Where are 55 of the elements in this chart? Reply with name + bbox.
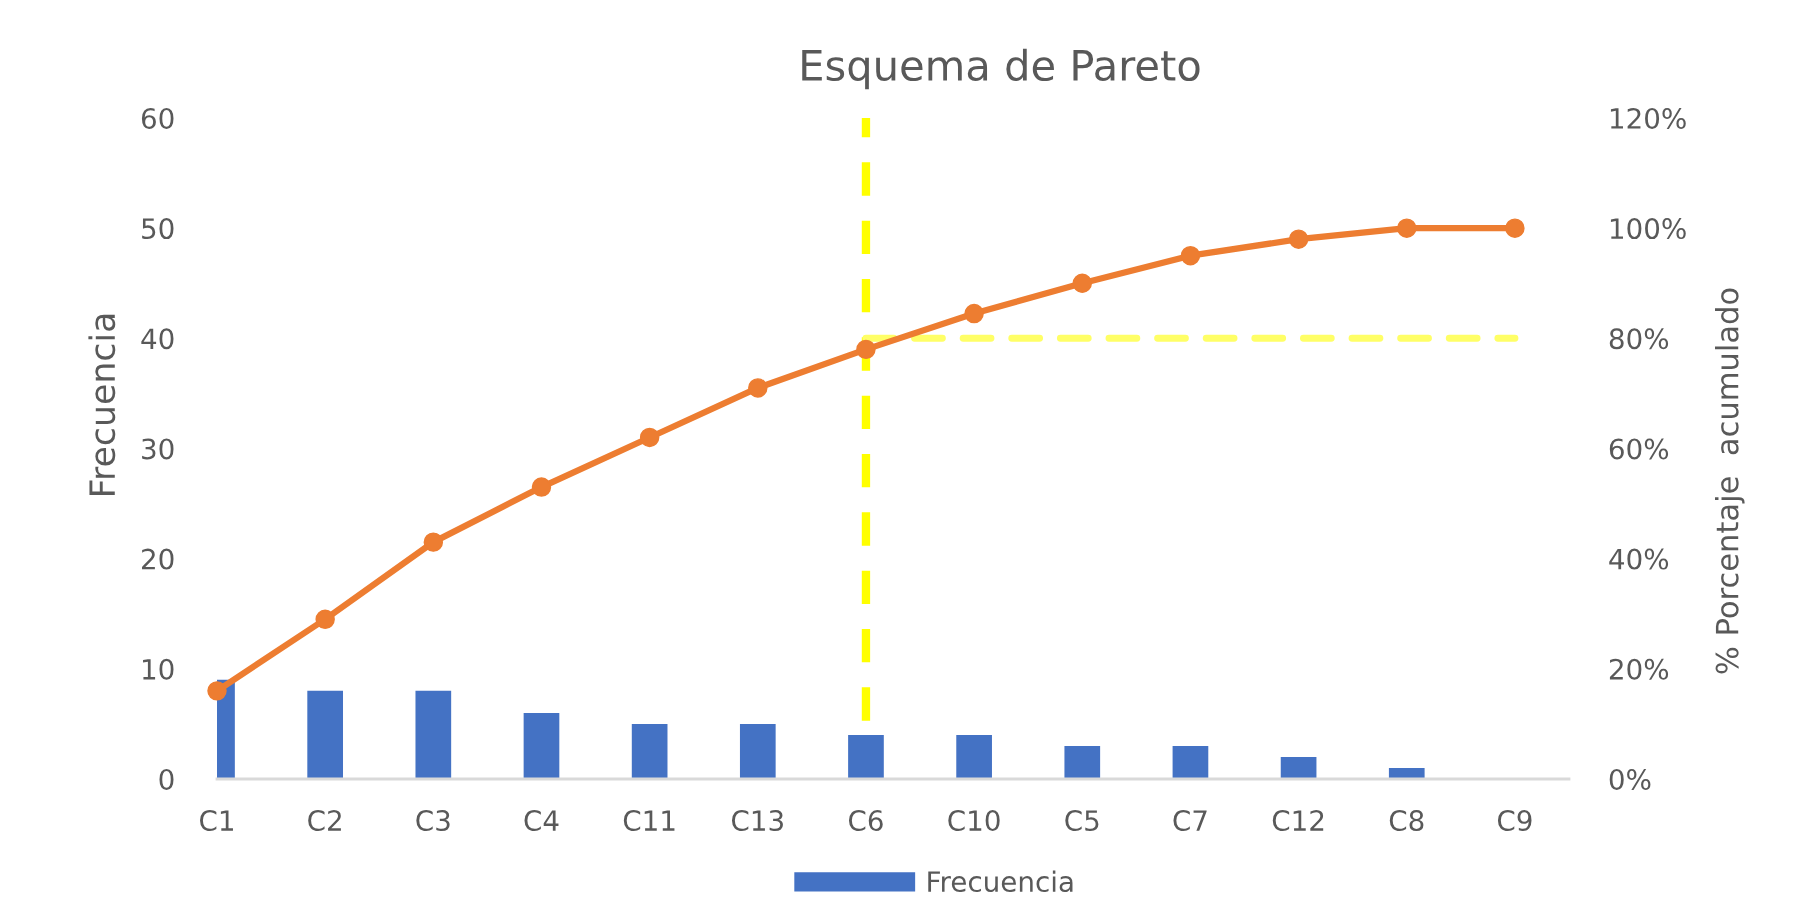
x-tick-label: C13 [731, 810, 783, 832]
bar [956, 734, 992, 779]
point [1397, 218, 1417, 238]
bar [1280, 756, 1317, 779]
point [748, 378, 768, 398]
point [1505, 218, 1525, 238]
bar [631, 723, 668, 779]
legend-label: Frecuencia [928, 870, 1073, 893]
x-tick-label: C12 [1272, 810, 1324, 832]
bar [1388, 767, 1425, 779]
point [639, 427, 660, 448]
y-tick-label: 10 [143, 658, 174, 680]
y-axis-title: Frecuencia [88, 314, 116, 495]
y2-axis-title: % Porcentaje acumulado [1715, 288, 1745, 674]
point [315, 609, 335, 629]
bar [307, 690, 344, 779]
y-tick-label: 20 [142, 548, 174, 570]
x-tick-label: C3 [416, 810, 450, 832]
x-tick-label: C1 [200, 810, 233, 832]
y-tick-label: 0 [159, 768, 174, 790]
y2-tick-label: 40% [1609, 548, 1669, 570]
y-tick-label: 60 [141, 107, 174, 129]
y-tick-label: 40 [141, 328, 174, 350]
bar [523, 712, 560, 779]
x-tick-label: C2 [308, 810, 341, 832]
point [856, 339, 876, 360]
point [964, 303, 984, 324]
bar [415, 690, 452, 779]
point [1180, 245, 1201, 266]
y2-tick-label: 20% [1609, 658, 1669, 680]
x-tick-label: C8 [1389, 810, 1424, 832]
y2-tick-label: 80% [1609, 328, 1669, 350]
bar [848, 734, 884, 779]
bar [739, 723, 776, 779]
y2-tick-label: 60% [1609, 438, 1669, 460]
y2-tick-label: 100% [1610, 218, 1686, 240]
y-tick-label: 30 [142, 438, 174, 460]
y2-tick-label: 120% [1610, 107, 1686, 129]
x-tick-label: C9 [1497, 810, 1532, 832]
x-tick-label: C11 [623, 810, 675, 832]
chart-title: Esquema de Pareto [802, 48, 1200, 90]
x-tick-label: C7 [1173, 810, 1207, 832]
y2-tick-label: 0% [1609, 768, 1651, 790]
point [207, 681, 227, 701]
point [531, 477, 552, 497]
x-tick-label: C10 [948, 810, 1000, 832]
bar [1064, 745, 1101, 779]
point [423, 532, 444, 552]
bar [1172, 745, 1209, 779]
x-tick-label: C6 [848, 810, 883, 832]
point [1288, 229, 1309, 249]
y-tick-label: 50 [142, 218, 174, 240]
x-tick-label: C5 [1065, 810, 1099, 832]
x-tick-label: C4 [524, 810, 559, 832]
point [1072, 273, 1093, 293]
